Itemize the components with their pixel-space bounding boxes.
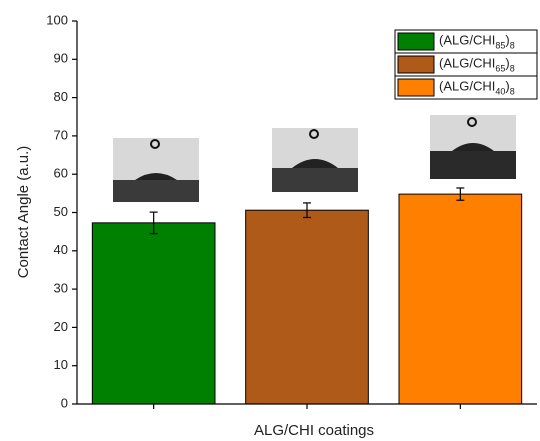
droplet-image xyxy=(113,138,199,202)
legend-swatch xyxy=(397,78,435,97)
error-bar xyxy=(456,187,465,201)
y-tick-label: 90 xyxy=(54,51,68,66)
legend-label: (ALG/CHI85)8 xyxy=(439,33,515,51)
y-tick-label: 10 xyxy=(54,357,68,372)
y-tick-label: 40 xyxy=(54,242,68,257)
y-tick-label: 100 xyxy=(46,12,68,27)
droplet-images xyxy=(113,115,516,202)
y-tick-label: 30 xyxy=(54,281,68,296)
y-tick-label: 60 xyxy=(54,166,68,181)
bar xyxy=(245,209,369,405)
x-axis-label: ALG/CHI coatings xyxy=(254,422,374,439)
droplet-image xyxy=(272,128,358,192)
legend-swatch xyxy=(397,55,435,74)
legend-label: (ALG/CHI65)8 xyxy=(439,56,515,74)
legend-label: (ALG/CHI40)8 xyxy=(439,79,515,97)
y-axis-label: Contact Angle (a.u.) xyxy=(15,146,32,279)
y-tick-label: 70 xyxy=(54,127,68,142)
y-tick-label: 80 xyxy=(54,89,68,104)
y-tick-label: 0 xyxy=(61,395,68,410)
error-bar xyxy=(149,211,158,235)
error-bar xyxy=(303,202,311,219)
legend-swatch xyxy=(397,32,435,51)
y-tick-label: 20 xyxy=(54,319,68,334)
bar xyxy=(91,222,216,405)
droplet-image xyxy=(430,115,516,179)
bar xyxy=(398,193,523,405)
y-tick-label: 50 xyxy=(54,204,68,219)
